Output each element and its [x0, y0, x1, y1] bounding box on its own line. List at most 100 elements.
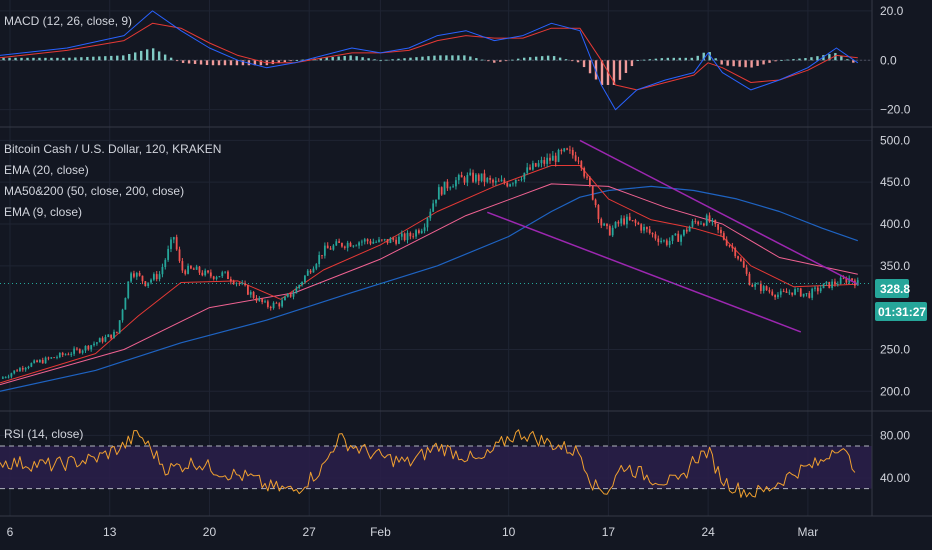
macd-histogram-bar — [169, 57, 173, 61]
candle-body — [680, 235, 682, 242]
macd-histogram-bar — [355, 56, 358, 61]
candle-body — [315, 264, 318, 269]
candle-body — [212, 276, 215, 279]
macd-histogram-bar — [804, 58, 807, 61]
candle-body — [782, 291, 785, 293]
candle-body — [631, 220, 634, 221]
macd-histogram-bar — [624, 60, 628, 73]
candle-body — [178, 249, 181, 262]
candle-body — [594, 199, 597, 206]
candle-body — [757, 283, 759, 285]
candle-body — [346, 242, 349, 248]
candle-body — [671, 235, 674, 241]
macd-histogram-bar — [80, 57, 83, 61]
macd-histogram-bar — [235, 60, 239, 66]
candle-body — [799, 288, 802, 297]
macd-histogram-bar — [289, 60, 293, 62]
macd-histogram-bar — [433, 55, 436, 61]
candle-body — [626, 216, 628, 225]
candle-body — [81, 350, 84, 353]
macd-pane[interactable] — [0, 10, 872, 111]
rsi-title: RSI (14, close) — [4, 427, 83, 441]
candle-body — [56, 357, 58, 358]
macd-histogram-bar — [403, 58, 406, 61]
candle-body — [349, 242, 352, 247]
price-tick-label: 350.0 — [880, 259, 910, 273]
macd-histogram-bar — [493, 60, 496, 63]
candle-body — [663, 240, 665, 242]
price-tick-label: 200.0 — [880, 384, 910, 398]
macd-histogram-bar — [517, 58, 520, 61]
candle-body — [540, 160, 543, 164]
countdown-label: 01:31:27 — [878, 305, 926, 319]
macd-histogram-bar — [211, 60, 215, 66]
candle-body — [463, 177, 466, 183]
candle-body — [660, 240, 663, 243]
macd-histogram-bar — [810, 57, 813, 61]
candle-body — [93, 343, 95, 346]
candle-body — [577, 160, 580, 162]
candle-body — [742, 261, 745, 268]
candle-body — [435, 199, 437, 204]
candle-body — [808, 293, 811, 298]
rsi-pane[interactable] — [0, 429, 872, 498]
ma50-line — [0, 183, 858, 386]
candle-body — [725, 239, 728, 246]
macd-histogram-bar — [134, 52, 137, 61]
macd-signal-line — [0, 22, 858, 91]
candle-body — [366, 239, 369, 242]
macd-histogram-bar — [427, 56, 430, 61]
candle-body — [443, 181, 446, 195]
price-pane[interactable] — [0, 139, 872, 392]
macd-histogram-bar — [690, 57, 693, 61]
candle-body — [560, 149, 563, 152]
macd-histogram-bar — [499, 60, 502, 62]
channel-lower-line — [487, 211, 802, 333]
macd-histogram-bar — [540, 56, 544, 61]
macd-histogram-bar — [546, 55, 550, 61]
candle-body — [688, 226, 691, 232]
candle-body — [418, 230, 420, 233]
candle-body — [856, 280, 859, 286]
macd-histogram-bar — [594, 60, 598, 80]
price-badges: 328.8 01:31:27 — [875, 279, 927, 321]
candle-body — [78, 349, 81, 353]
candle-body — [144, 281, 147, 286]
candle-body — [415, 230, 417, 237]
candle-body — [700, 223, 702, 225]
candle-body — [705, 215, 708, 226]
candle-body — [207, 270, 209, 273]
candle-body — [16, 370, 18, 372]
candle-body — [751, 285, 754, 287]
candle-body — [292, 293, 295, 297]
candle-body — [1, 377, 4, 379]
candle-body — [198, 266, 201, 273]
candle-body — [771, 291, 774, 296]
candle-body — [53, 357, 56, 359]
candle-body — [192, 268, 195, 270]
macd-histogram-bar — [343, 55, 346, 61]
candle-body — [252, 292, 255, 298]
macd-histogram-bar — [564, 59, 568, 61]
macd-histogram-bar — [74, 57, 77, 61]
candle-body — [794, 289, 796, 295]
macd-histogram-bar — [205, 60, 209, 66]
candle-body — [249, 292, 252, 295]
candle-body — [247, 285, 249, 295]
candle-body — [275, 302, 278, 304]
macd-histogram-bar — [792, 59, 795, 61]
candle-body — [648, 229, 651, 233]
candle-body — [232, 281, 235, 284]
candle-body — [321, 254, 323, 256]
macd-histogram-bar — [181, 60, 185, 63]
candle-body — [825, 281, 828, 284]
candle-body — [777, 294, 779, 298]
macd-histogram-bar — [98, 56, 101, 61]
macd-histogram-bar — [445, 55, 448, 61]
candle-body — [420, 230, 423, 233]
macd-histogram-bar — [56, 57, 59, 61]
candle-body — [278, 303, 281, 307]
candle-body — [563, 148, 566, 152]
macd-histogram-bar — [570, 60, 574, 62]
